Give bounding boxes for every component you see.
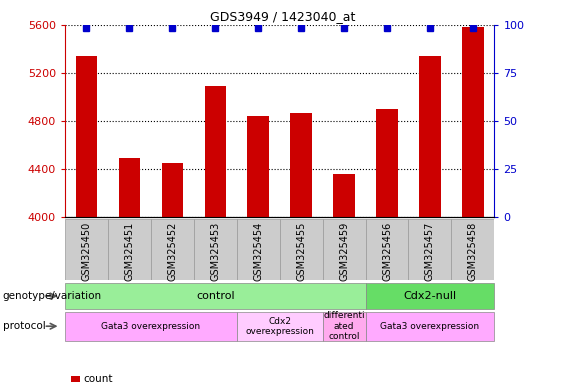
- Bar: [237, 219, 280, 280]
- Bar: [451, 219, 494, 280]
- Text: differenti
ated
control: differenti ated control: [323, 311, 365, 341]
- Bar: [119, 158, 140, 217]
- Bar: [76, 56, 97, 217]
- Bar: [280, 219, 323, 280]
- Text: GSM325450: GSM325450: [81, 222, 92, 281]
- Text: GSM325458: GSM325458: [468, 222, 478, 281]
- Text: Gata3 overexpression: Gata3 overexpression: [101, 322, 201, 331]
- Text: GSM325451: GSM325451: [124, 222, 134, 281]
- Bar: [419, 56, 441, 217]
- Text: GSM325453: GSM325453: [210, 222, 220, 281]
- Bar: [108, 219, 151, 280]
- Bar: [151, 219, 194, 280]
- Bar: [408, 219, 451, 280]
- Text: GSM325457: GSM325457: [425, 222, 435, 281]
- Text: GSM325452: GSM325452: [167, 222, 177, 281]
- Bar: [205, 86, 226, 217]
- Text: count: count: [83, 374, 112, 384]
- Text: genotype/variation: genotype/variation: [3, 291, 102, 301]
- Text: GSM325455: GSM325455: [296, 222, 306, 281]
- Text: Cdx2-null: Cdx2-null: [403, 291, 457, 301]
- Bar: [333, 174, 355, 217]
- Bar: [194, 219, 237, 280]
- Bar: [247, 116, 269, 217]
- Text: GSM325456: GSM325456: [382, 222, 392, 281]
- Text: control: control: [196, 291, 234, 301]
- Text: GDS3949 / 1423040_at: GDS3949 / 1423040_at: [210, 10, 355, 23]
- Bar: [376, 109, 398, 217]
- Bar: [323, 219, 366, 280]
- Bar: [162, 163, 183, 217]
- Bar: [65, 219, 108, 280]
- Bar: [290, 113, 312, 217]
- Text: GSM325459: GSM325459: [339, 222, 349, 281]
- Bar: [462, 27, 484, 217]
- Text: protocol: protocol: [3, 321, 46, 331]
- Text: GSM325454: GSM325454: [253, 222, 263, 281]
- Bar: [366, 219, 408, 280]
- Text: Cdx2
overexpression: Cdx2 overexpression: [245, 316, 314, 336]
- Text: Gata3 overexpression: Gata3 overexpression: [380, 322, 480, 331]
